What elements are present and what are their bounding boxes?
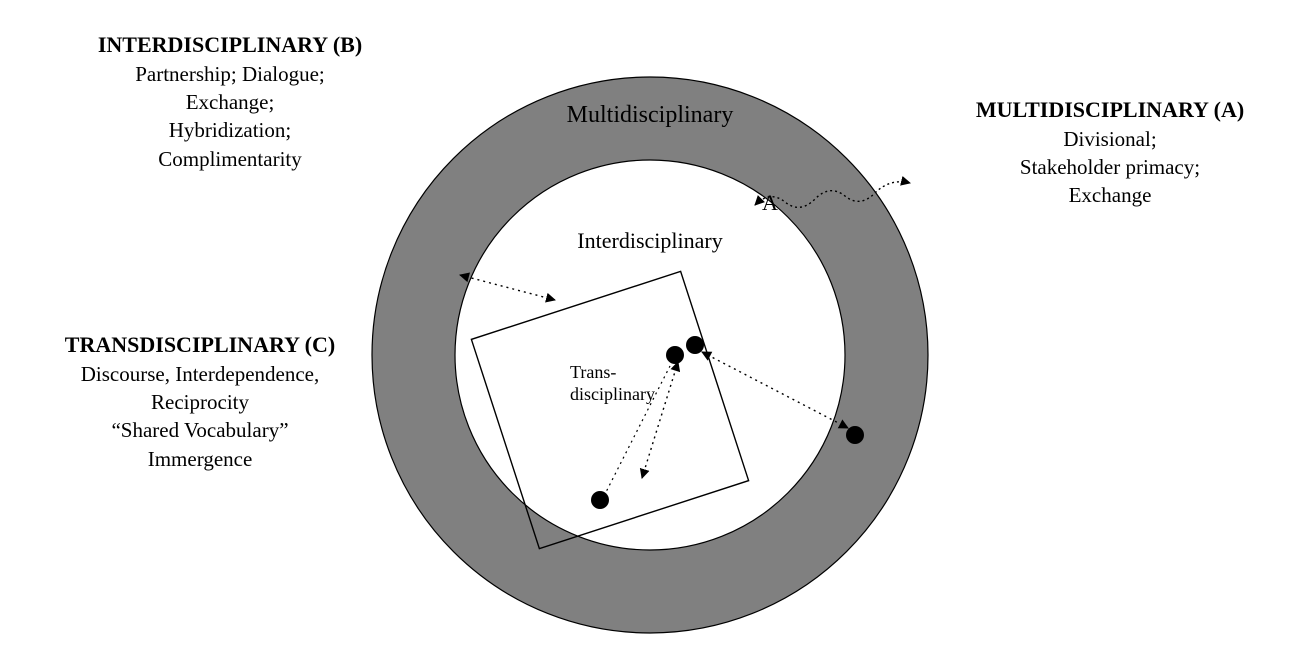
annotation-a-title: MULTIDISCIPLINARY (A)	[950, 95, 1270, 125]
annotation-a: MULTIDISCIPLINARY (A) Divisional; Stakeh…	[950, 95, 1270, 210]
annotation-b-title: INTERDISCIPLINARY (B)	[80, 30, 380, 60]
annotation-a-line-0: Divisional;	[950, 125, 1270, 153]
annotation-c-line-1: Reciprocity	[40, 388, 360, 416]
annotation-b-line-3: Complimentarity	[80, 145, 380, 173]
zone-letter-a: A	[762, 190, 778, 215]
annotation-b-line-2: Hybridization;	[80, 116, 380, 144]
annotation-b-line-1: Exchange;	[80, 88, 380, 116]
annotation-c-title: TRANSDISCIPLINARY (C)	[40, 330, 360, 360]
inner-circle-label: Interdisciplinary	[577, 228, 722, 253]
outer-ring-label: Multidisciplinary	[567, 102, 734, 128]
square-label-line2: disciplinary	[570, 384, 655, 404]
square-label-line1: Trans-	[570, 362, 616, 382]
annotation-a-line-1: Stakeholder primacy;	[950, 153, 1270, 181]
annotation-c-line-2: “Shared Vocabulary”	[40, 416, 360, 444]
annotation-c: TRANSDISCIPLINARY (C) Discourse, Interde…	[40, 330, 360, 473]
node-dot-1	[666, 346, 684, 364]
annotation-c-line-3: Immergence	[40, 445, 360, 473]
annotation-b-line-0: Partnership; Dialogue;	[80, 60, 380, 88]
annotation-a-line-2: Exchange	[950, 181, 1270, 209]
outer-ring	[372, 77, 928, 633]
node-dot-2	[686, 336, 704, 354]
node-dot-3	[591, 491, 609, 509]
annotation-b: INTERDISCIPLINARY (B) Partnership; Dialo…	[80, 30, 380, 173]
annotation-c-line-0: Discourse, Interdependence,	[40, 360, 360, 388]
outer-ring-inner-circle	[455, 160, 845, 550]
node-dot-4	[846, 426, 864, 444]
